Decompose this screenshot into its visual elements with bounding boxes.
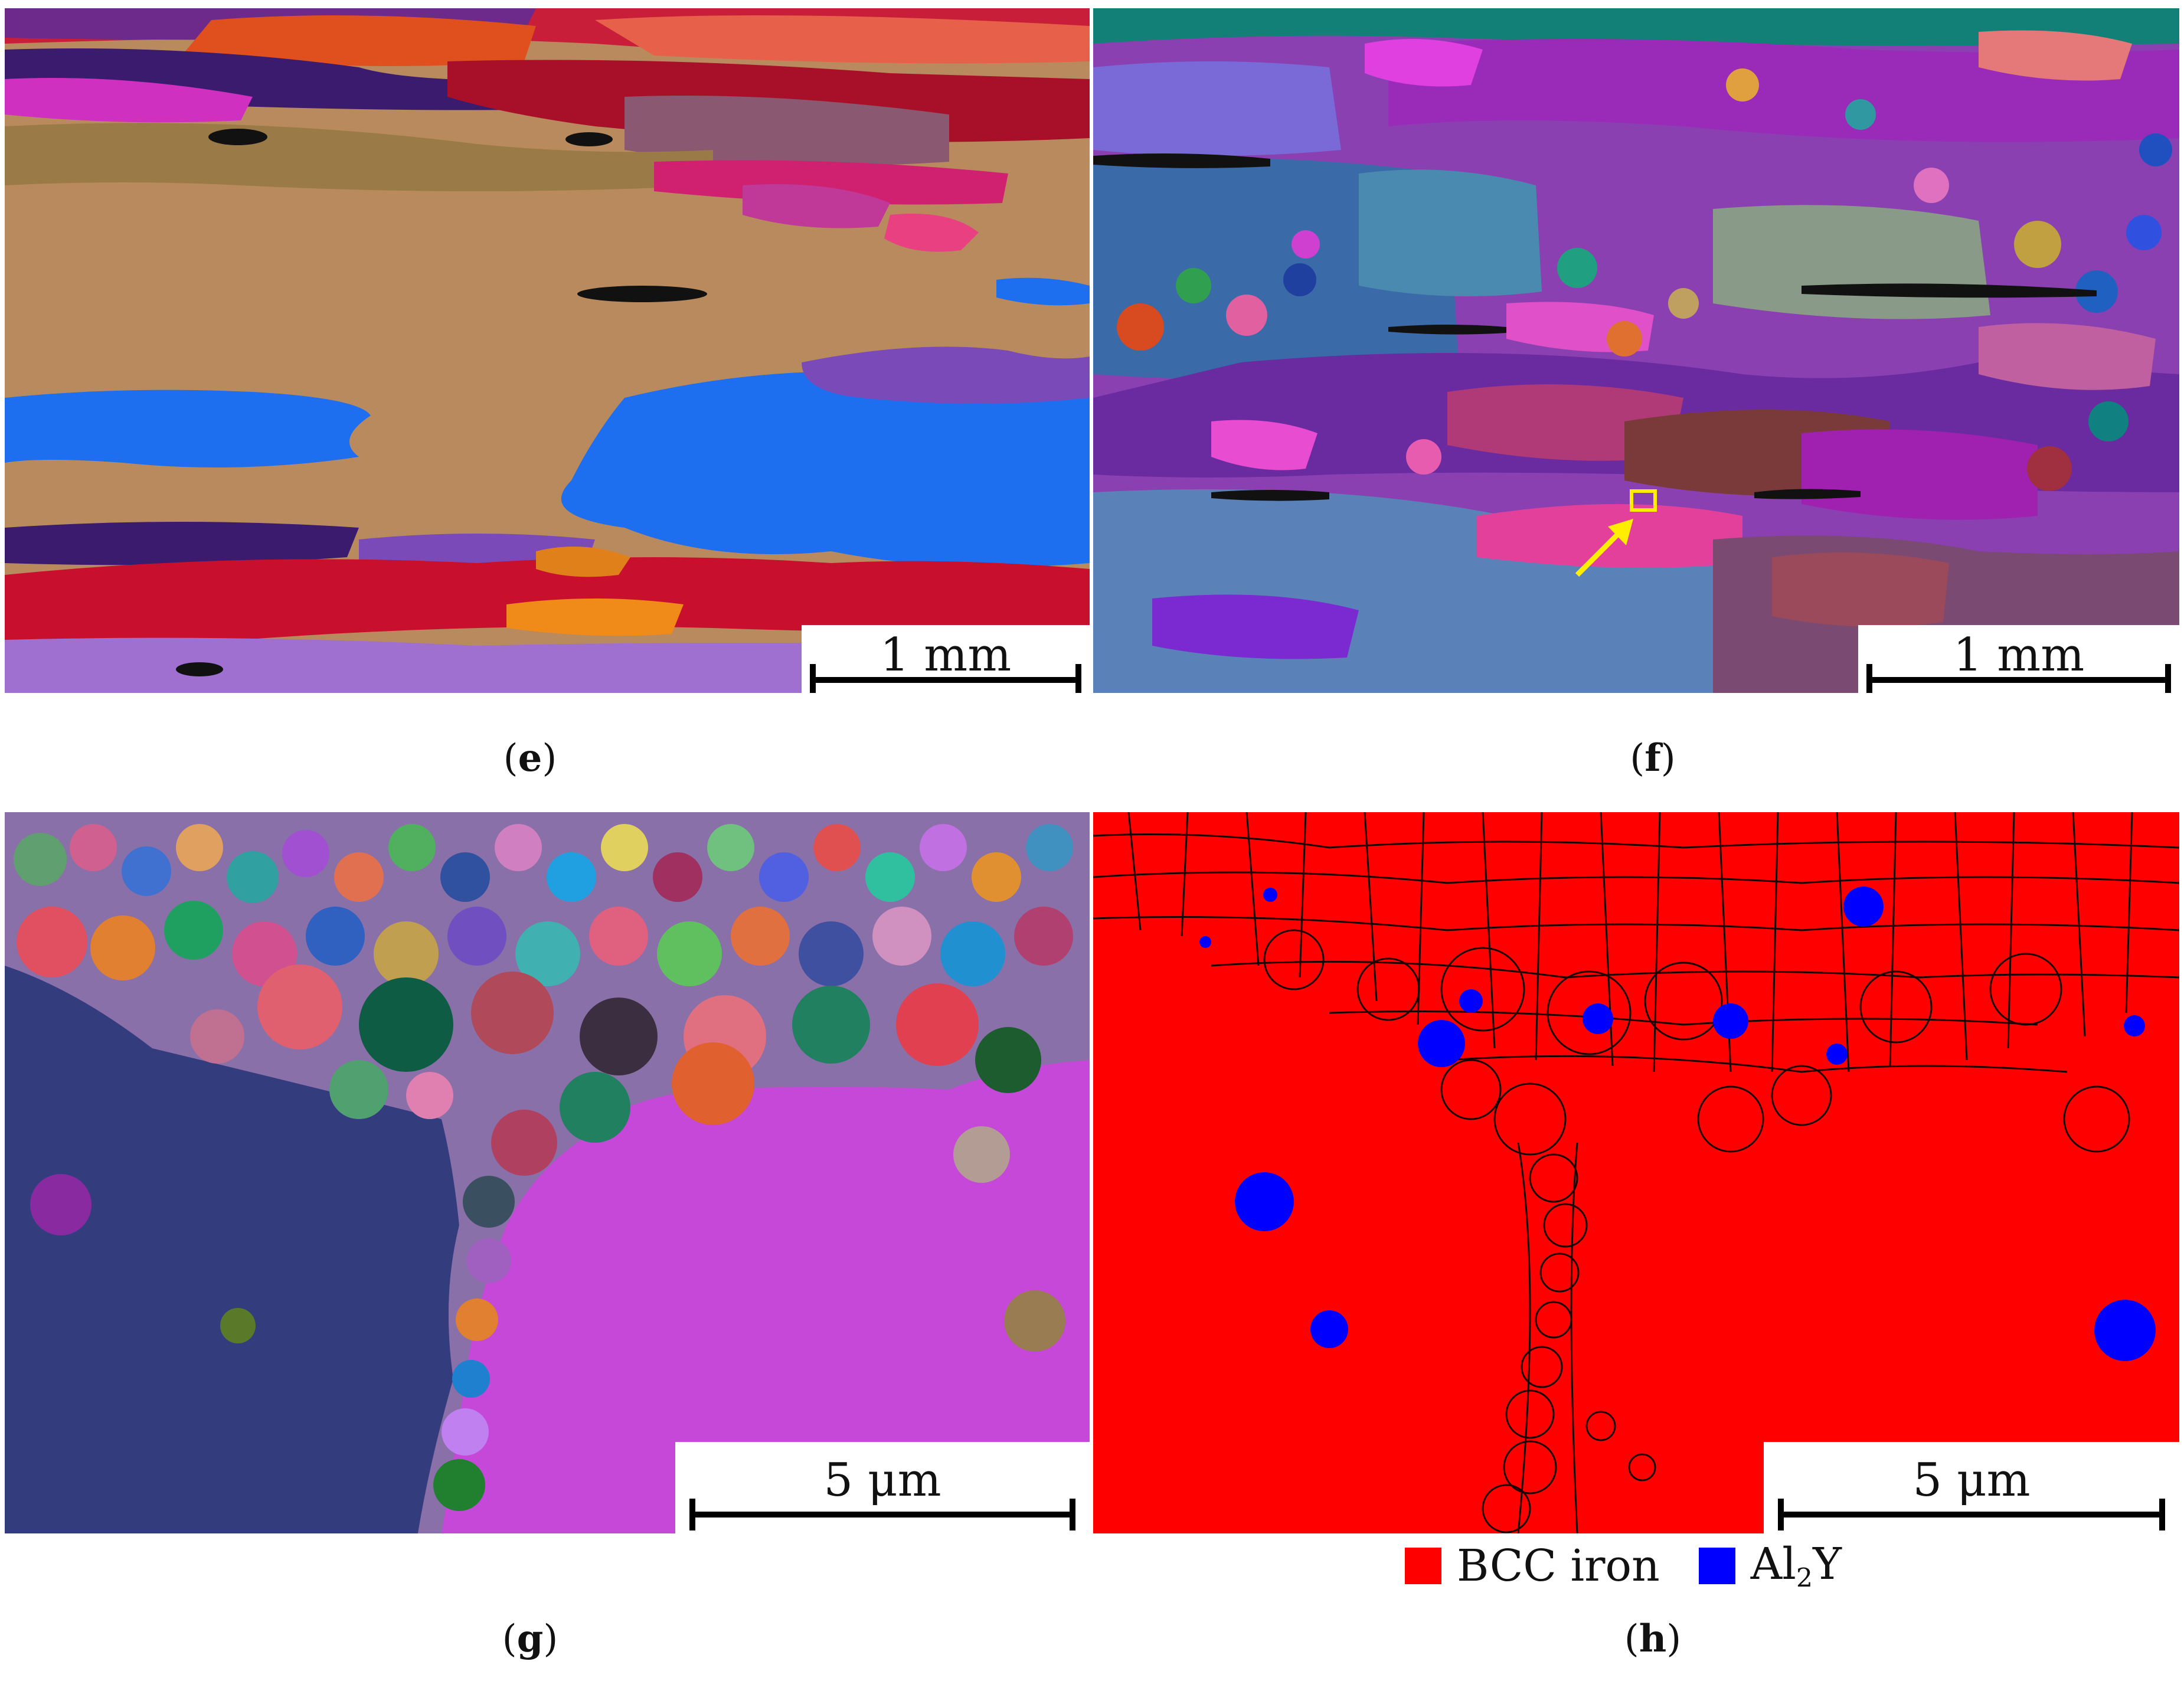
legend-swatch-bcc-iron	[1405, 1548, 1441, 1584]
grain-boundaries	[1093, 812, 2179, 1533]
isolated-grain	[1004, 1290, 1065, 1352]
scale-bar-e-line	[810, 677, 1081, 683]
scale-bar-f: 1 mm	[1858, 625, 2179, 693]
scale-bar-f-cap-left	[1866, 664, 1872, 693]
isolated-grain	[953, 1126, 1010, 1183]
legend-label-al2y-sub: 2	[1796, 1563, 1813, 1594]
phase-map-h: 5 μm	[1093, 812, 2179, 1533]
grain-map-g-graphic	[5, 812, 1090, 1533]
scale-bar-f-line	[1866, 677, 2171, 683]
caption-e-letter: e	[518, 736, 542, 780]
ebsd-map-g: 5 μm	[5, 812, 1090, 1533]
grain-map-f-graphic	[1093, 8, 2179, 693]
scale-bar-g-line	[689, 1512, 1075, 1518]
arrow-head-icon	[1608, 519, 1633, 545]
phase-map-h-graphic	[1093, 812, 2179, 1533]
region-marker	[1630, 489, 1657, 512]
caption-f: (f)	[1630, 736, 1676, 780]
grain-map-e-graphic	[5, 8, 1090, 693]
legend-swatch-al2y	[1698, 1548, 1735, 1584]
scale-bar-e-cap-right	[1075, 664, 1081, 693]
fine-grains	[14, 824, 1073, 1511]
legend-item-bcc-iron: BCC iron	[1405, 1541, 1660, 1591]
caption-g-letter: g	[516, 1617, 544, 1661]
scale-bar-g-cap-right	[1070, 1499, 1075, 1530]
arrow-shaft	[1575, 525, 1627, 577]
scale-bar-f-label: 1 mm	[1953, 629, 2085, 682]
caption-g: (g)	[502, 1617, 558, 1661]
legend-label-al2y: Al2Y	[1751, 1539, 1842, 1593]
caption-h: (h)	[1624, 1617, 1682, 1661]
scale-bar-h-cap-left	[1778, 1499, 1784, 1530]
ebsd-map-f: 1 mm	[1093, 8, 2179, 693]
scale-bar-g-cap-left	[689, 1499, 695, 1530]
al2y-particles	[1199, 887, 2156, 1361]
legend-label-bcc-iron: BCC iron	[1457, 1541, 1660, 1591]
scale-bar-h-line	[1778, 1512, 2165, 1518]
scale-bar-f-cap-right	[2165, 664, 2171, 693]
legend-item-al2y: Al2Y	[1698, 1539, 1842, 1593]
isolated-grain	[220, 1308, 256, 1343]
scale-bar-g-label: 5 μm	[823, 1454, 941, 1507]
caption-e: (e)	[503, 736, 557, 780]
scale-bar-e-label: 1 mm	[880, 629, 1012, 682]
legend-label-al2y-tail: Y	[1813, 1538, 1842, 1590]
scale-bar-g: 5 μm	[675, 1442, 1090, 1533]
ebsd-map-e: 1 mm	[5, 8, 1090, 693]
phase-legend: BCC iron Al2Y	[1405, 1539, 1881, 1593]
legend-label-al2y-main: Al	[1750, 1538, 1796, 1590]
isolated-grain	[30, 1174, 91, 1235]
caption-h-letter: h	[1639, 1617, 1667, 1661]
scale-bar-e-cap-left	[810, 664, 816, 693]
scale-bar-e: 1 mm	[802, 625, 1090, 693]
small-grains	[1117, 68, 2172, 491]
scale-bar-h-cap-right	[2159, 1499, 2165, 1530]
caption-f-letter: f	[1644, 736, 1661, 780]
scale-bar-h-label: 5 μm	[1912, 1454, 2031, 1507]
scale-bar-h: 5 μm	[1764, 1442, 2179, 1533]
